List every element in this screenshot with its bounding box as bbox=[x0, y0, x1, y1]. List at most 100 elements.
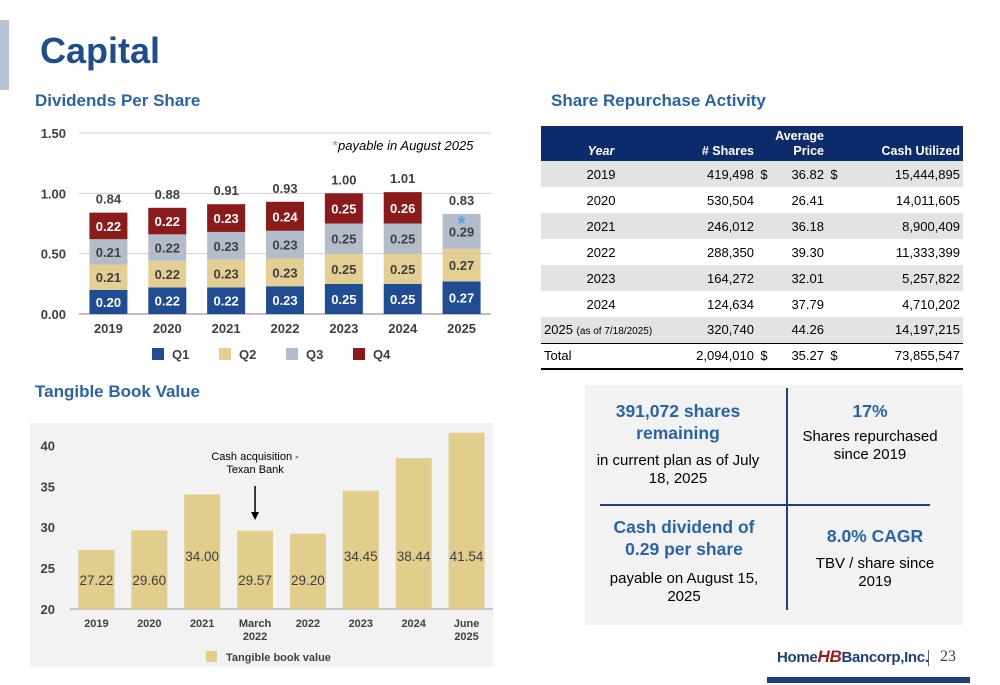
logo-mark-hb: HB bbox=[817, 647, 842, 666]
logo-text-bancorp: Bancorp,Inc. bbox=[841, 649, 929, 666]
data-label: 0.21 bbox=[96, 245, 121, 260]
data-label: 38.44 bbox=[397, 549, 431, 564]
cell-shares: 124,634 bbox=[707, 296, 754, 312]
x-tick-label: March 2022 bbox=[239, 618, 272, 643]
cell-dollar bbox=[827, 317, 841, 343]
x-tick-label: 2024 bbox=[401, 618, 426, 630]
tbv-bar bbox=[237, 530, 274, 609]
repurchase-section-title: Share Repurchase Activity bbox=[551, 91, 766, 110]
cell-dollar bbox=[757, 291, 771, 317]
bar-segment-q3 bbox=[89, 239, 128, 265]
cell-year: 2021 bbox=[541, 213, 661, 239]
cell-dollar: $ bbox=[757, 161, 771, 187]
bar-segment-q2 bbox=[383, 253, 422, 284]
bar-segment-q4 bbox=[148, 207, 187, 235]
bar-segment-q3 bbox=[442, 213, 481, 249]
x-tick-label: 2023 bbox=[329, 321, 358, 336]
summary-pct-repurchased-head: 17% bbox=[852, 401, 888, 421]
x-tick-label: 2025 bbox=[447, 321, 476, 336]
total-label: 0.93 bbox=[272, 181, 297, 196]
data-label: 0.20 bbox=[96, 295, 121, 310]
x-tick-line: March bbox=[239, 618, 272, 630]
x-tick-label: 2019 bbox=[84, 618, 108, 630]
legend-label: Q4 bbox=[373, 347, 391, 362]
cell-total-price: 35.27 bbox=[771, 342, 827, 370]
page-title: Capital bbox=[40, 30, 161, 71]
x-tick-label: 2021 bbox=[190, 618, 214, 630]
cell-dollar: $ bbox=[827, 342, 841, 370]
data-label: 29.20 bbox=[291, 573, 325, 588]
cell-year: 2020 bbox=[541, 187, 661, 213]
year-value: 2024 bbox=[586, 296, 616, 312]
note-asterisk: * bbox=[333, 137, 339, 153]
bar-segment-q3 bbox=[207, 231, 246, 260]
data-label: 0.25 bbox=[331, 232, 356, 247]
company-logo: HomeHBBancorp,Inc. bbox=[777, 647, 929, 667]
cell-year: 2024 bbox=[541, 291, 661, 317]
header-price-line1: Average bbox=[775, 129, 824, 143]
cell-price: 36.82 bbox=[771, 161, 827, 187]
summary-cagr: 8.0% CAGR TBV / share since 2019 bbox=[800, 525, 950, 591]
tbv-bar bbox=[395, 458, 432, 609]
header-average-price: Average Price bbox=[771, 126, 827, 161]
bar-segment-q1 bbox=[207, 287, 246, 314]
legend-swatch-q1 bbox=[152, 348, 164, 360]
table-row: 2020 530,504 26.41 14,011,605 bbox=[541, 187, 963, 213]
data-label: 41.54 bbox=[450, 549, 484, 564]
year-value: 2021 bbox=[586, 218, 616, 234]
legend-swatch-q3 bbox=[286, 348, 298, 360]
table-header-row: Year # Shares Average Price Cash Utilized bbox=[541, 126, 963, 161]
annotation-text: Texan Bank bbox=[226, 464, 284, 476]
x-tick-label: 2019 bbox=[94, 321, 123, 336]
bar-segment-q2 bbox=[89, 264, 128, 290]
cell-total-shares: 2,094,010 bbox=[661, 342, 757, 370]
x-tick-line: June bbox=[454, 618, 480, 630]
data-label: 0.23 bbox=[213, 211, 238, 226]
summary-divider-vertical bbox=[786, 388, 788, 610]
legend-label: Q3 bbox=[306, 347, 323, 362]
footer-separator bbox=[928, 650, 929, 666]
bar-segment-q3 bbox=[383, 223, 422, 254]
x-tick-label: 2020 bbox=[153, 321, 182, 336]
summary-cagr-body: TBV / share since 2019 bbox=[815, 555, 935, 590]
cell-dollar bbox=[757, 213, 771, 239]
year-value: 2025 bbox=[544, 322, 573, 338]
summary-pct-repurchased: 17% Shares repurchased since 2019 bbox=[800, 400, 940, 464]
page-number: 23 bbox=[940, 648, 956, 665]
cell-cash: 11,333,399 bbox=[895, 244, 960, 260]
cell-cash: 4,710,202 bbox=[902, 296, 960, 312]
cell-price: 26.41 bbox=[791, 192, 824, 208]
bar-segment-q1 bbox=[442, 281, 481, 314]
bar-segment-q2 bbox=[207, 259, 246, 288]
cell-shares: 288,350 bbox=[707, 244, 754, 260]
cell-price: 39.30 bbox=[791, 244, 824, 260]
data-label: 0.23 bbox=[272, 293, 297, 308]
data-label: 0.22 bbox=[155, 267, 180, 282]
legend-swatch-q4 bbox=[353, 348, 365, 360]
cell-dollar bbox=[827, 291, 841, 317]
tbv-chart: 202530354027.22201929.60202034.00202129.… bbox=[30, 423, 493, 667]
header-shares: # Shares bbox=[661, 126, 757, 161]
year-value: 2023 bbox=[586, 270, 616, 286]
bar-segment-q4 bbox=[383, 192, 422, 224]
summary-cash-dividend: Cash dividend of 0.29 per share payable … bbox=[596, 516, 772, 606]
tbv-bar bbox=[289, 533, 326, 609]
bar-segment-q2 bbox=[266, 258, 304, 287]
table-row: 2023 164,272 32.01 5,257,822 bbox=[541, 265, 963, 291]
data-label: 0.25 bbox=[390, 292, 415, 307]
cell-total-label: Total bbox=[541, 342, 661, 370]
cell-dollar: $ bbox=[757, 342, 771, 370]
data-label: 0.22 bbox=[155, 214, 180, 229]
summary-cash-dividend-head: Cash dividend of 0.29 per share bbox=[613, 517, 755, 559]
y-tick-label: 1.00 bbox=[41, 186, 66, 201]
repurchase-table: Year # Shares Average Price Cash Utilized… bbox=[541, 126, 963, 370]
data-label: 0.23 bbox=[213, 267, 238, 282]
cell-dollar bbox=[757, 187, 771, 213]
header-year: Year bbox=[541, 126, 661, 161]
bar-segment-q3 bbox=[266, 230, 304, 259]
summary-shares-remaining: 391,072 shares remaining in current plan… bbox=[590, 400, 766, 488]
y-tick-label: 0.50 bbox=[41, 247, 66, 262]
summary-cagr-head: 8.0% CAGR bbox=[826, 526, 924, 546]
cell-year: 2023 bbox=[541, 265, 661, 291]
cell-cash: 8,900,409 bbox=[841, 213, 963, 239]
